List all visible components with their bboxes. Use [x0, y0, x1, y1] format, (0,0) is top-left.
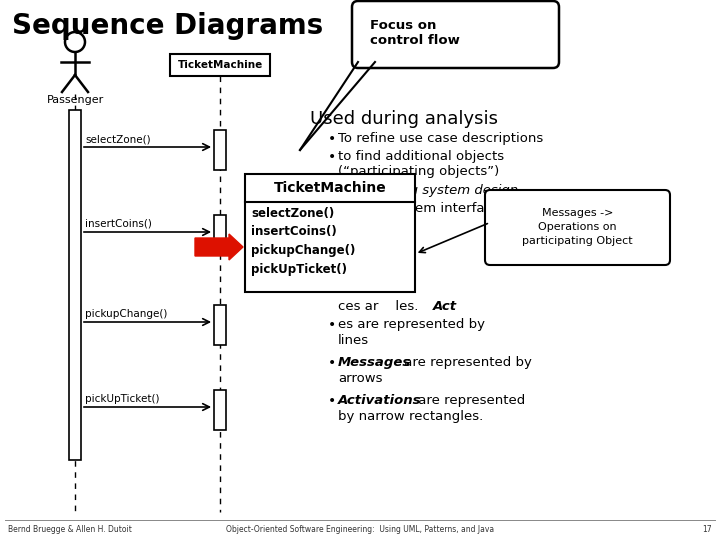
- Text: selectZone(): selectZone(): [85, 134, 150, 144]
- Bar: [245, 174, 415, 292]
- Text: pickupChange(): pickupChange(): [85, 309, 167, 319]
- Text: es are represented by: es are represented by: [338, 318, 485, 331]
- Bar: [214, 390, 226, 430]
- Text: fine  •bsystem interfaces: fine •bsystem interfaces: [338, 202, 507, 215]
- Text: •: •: [328, 356, 336, 370]
- Bar: [214, 215, 226, 255]
- Text: insertCoins(): insertCoins(): [85, 219, 152, 229]
- Bar: [69, 110, 81, 460]
- Text: 17: 17: [703, 525, 712, 534]
- Text: are represented: are represented: [414, 394, 526, 407]
- Text: Act: Act: [433, 300, 457, 313]
- Text: arrows: arrows: [338, 372, 382, 385]
- Text: Object-Oriented Software Engineering:  Using UML, Patterns, and Java: Object-Oriented Software Engineering: Us…: [226, 525, 494, 534]
- Text: are represented by: are represented by: [400, 356, 532, 369]
- Text: Bernd Bruegge & Allen H. Dutoit: Bernd Bruegge & Allen H. Dutoit: [8, 525, 132, 534]
- Text: selectZone()
insertCoins()
pickupChange()
pickUpTicket(): selectZone() insertCoins() pickupChange(…: [251, 207, 356, 275]
- Text: Used during system design: Used during system design: [338, 184, 518, 197]
- Text: TicketMachine: TicketMachine: [274, 181, 387, 195]
- Text: •: •: [328, 394, 336, 408]
- Text: ces ar    les.: ces ar les.: [338, 300, 427, 313]
- Text: to find additional objects: to find additional objects: [338, 150, 504, 163]
- Text: pickUpTicket(): pickUpTicket(): [85, 394, 160, 404]
- FancyBboxPatch shape: [485, 190, 670, 265]
- Text: (“participating objects”): (“participating objects”): [338, 165, 499, 178]
- Text: Messages ->
Operations on
participating Object: Messages -> Operations on participating …: [522, 208, 633, 246]
- Text: Sequence Diagrams: Sequence Diagrams: [12, 12, 323, 40]
- Text: lines: lines: [338, 334, 369, 347]
- Bar: [170, 54, 270, 76]
- FancyArrow shape: [195, 234, 243, 260]
- Text: •: •: [328, 150, 336, 164]
- Text: •: •: [328, 132, 336, 146]
- Bar: [214, 305, 226, 345]
- Text: Activations: Activations: [338, 394, 421, 407]
- Text: by narrow rectangles.: by narrow rectangles.: [338, 410, 483, 423]
- Text: Used during analysis: Used during analysis: [310, 110, 498, 128]
- Text: TicketMachine: TicketMachine: [177, 60, 263, 70]
- Text: To refine use case descriptions: To refine use case descriptions: [338, 132, 544, 145]
- Text: •: •: [328, 184, 336, 198]
- FancyBboxPatch shape: [352, 1, 559, 68]
- Text: •: •: [328, 318, 336, 332]
- Bar: [214, 130, 226, 170]
- Text: Passenger: Passenger: [46, 95, 104, 105]
- Text: Focus on
control flow: Focus on control flow: [370, 19, 460, 47]
- Text: Messages: Messages: [338, 356, 411, 369]
